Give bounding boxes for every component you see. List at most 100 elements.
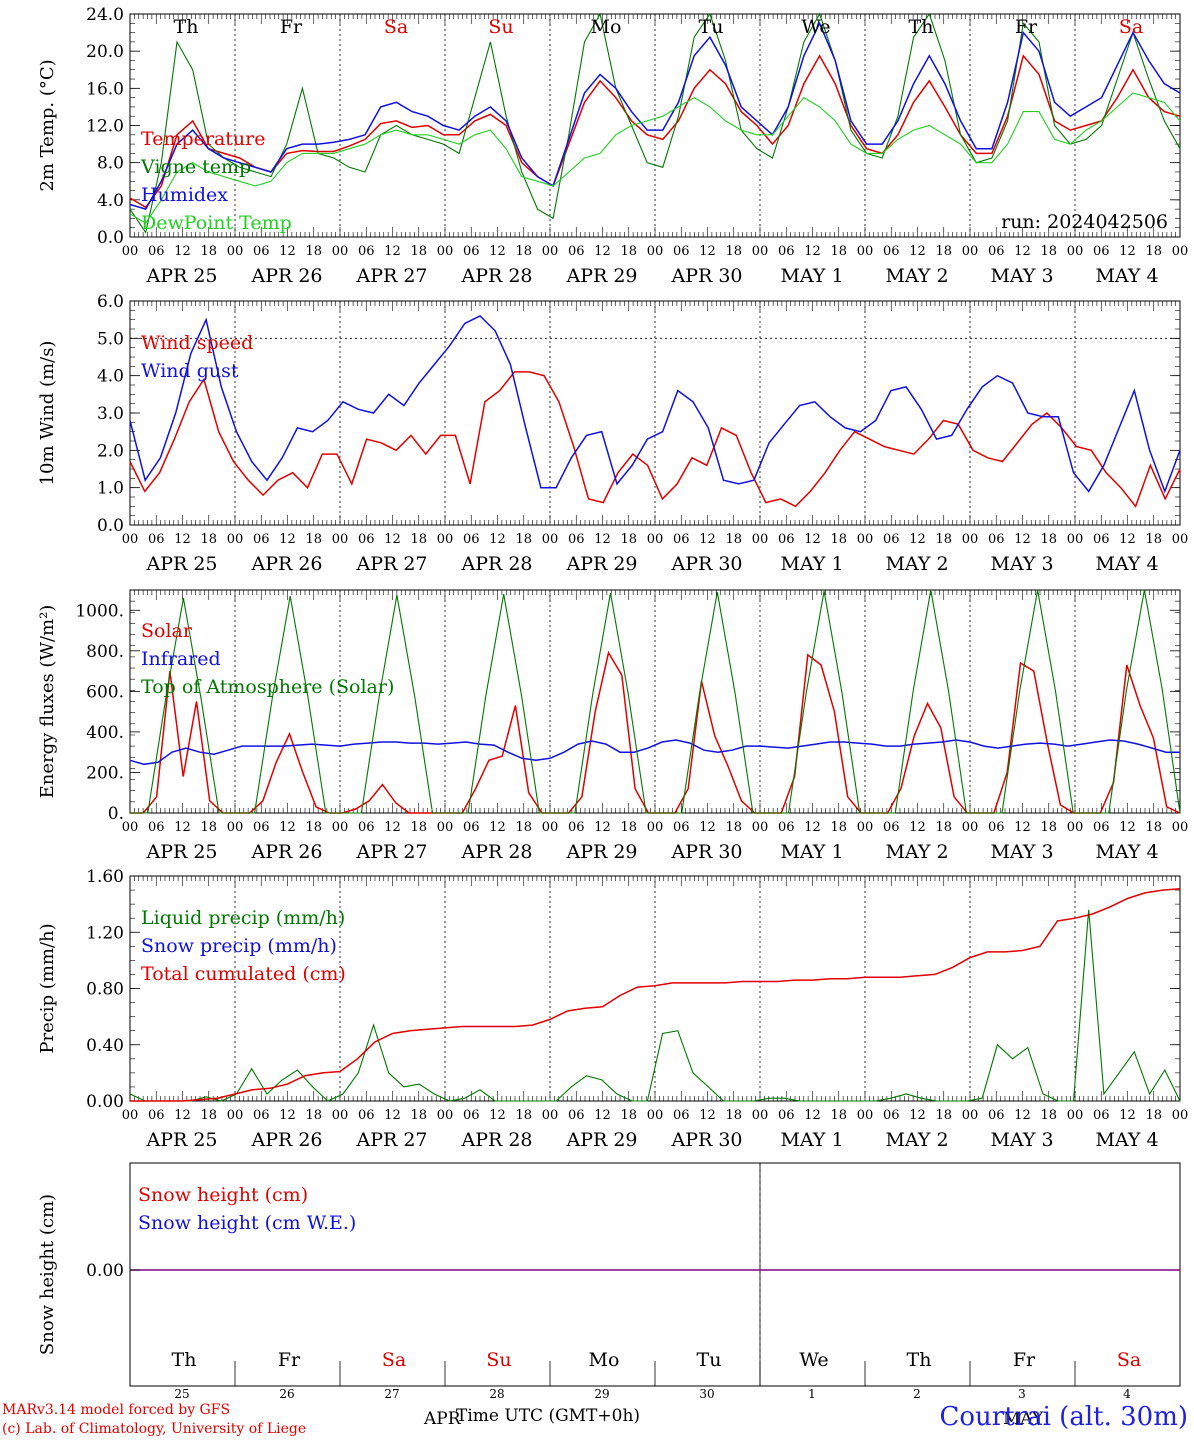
- date-label: APR 30: [670, 265, 742, 287]
- hour-tick-label: 00: [1172, 820, 1189, 835]
- weekday-label: Fr: [280, 16, 303, 38]
- hour-tick-label: 18: [305, 820, 322, 835]
- hour-tick-label: 12: [594, 244, 611, 259]
- date-label: MAY 2: [885, 265, 948, 287]
- legend-entry: Snow height (cm W.E.): [138, 1212, 356, 1234]
- hour-tick-label: 18: [200, 532, 217, 547]
- day-number-label: 29: [594, 1387, 609, 1401]
- hour-tick-label: 06: [988, 1108, 1005, 1123]
- hour-tick-label: 00: [1067, 532, 1084, 547]
- hour-tick-label: 06: [673, 244, 690, 259]
- hour-tick-label: 00: [437, 1108, 454, 1123]
- hour-tick-label: 12: [489, 244, 506, 259]
- hour-tick-label: 06: [148, 244, 165, 259]
- date-label: APR 25: [145, 1129, 217, 1151]
- hour-tick-label: 12: [279, 244, 296, 259]
- date-label: APR 28: [460, 1129, 532, 1151]
- weekday-label: We: [801, 16, 830, 38]
- hour-tick-label: 12: [279, 820, 296, 835]
- y-tick-label: 0.0: [97, 228, 124, 248]
- series-line-dewpoint-temp: [129, 92, 1181, 224]
- hour-tick-label: 00: [962, 244, 979, 259]
- weekday-label: We: [799, 1349, 828, 1371]
- hour-tick-label: 06: [568, 820, 585, 835]
- date-label: APR 29: [565, 553, 637, 575]
- hour-tick-label: 18: [410, 820, 427, 835]
- date-label: APR 26: [250, 1129, 322, 1151]
- hour-tick-label: 06: [463, 244, 480, 259]
- y-tick-label: 400.: [86, 723, 124, 743]
- hour-tick-label: 12: [1014, 244, 1031, 259]
- hour-tick-label: 06: [148, 820, 165, 835]
- hour-tick-label: 00: [122, 820, 139, 835]
- lab-credit: (c) Lab. of Climatology, University of L…: [2, 1421, 307, 1437]
- hour-tick-label: 12: [1014, 532, 1031, 547]
- hour-tick-label: 18: [1145, 820, 1162, 835]
- date-label: APR 25: [145, 265, 217, 287]
- hour-tick-label: 00: [437, 532, 454, 547]
- hour-tick-label: 06: [568, 532, 585, 547]
- date-label: MAY 4: [1095, 841, 1158, 863]
- hour-tick-label: 12: [1119, 532, 1136, 547]
- hour-tick-label: 00: [227, 532, 244, 547]
- hour-tick-label: 12: [699, 532, 716, 547]
- date-label: MAY 3: [990, 1129, 1053, 1151]
- hour-tick-label: 18: [620, 532, 637, 547]
- hour-tick-label: 06: [778, 820, 795, 835]
- weekday-label: Mo: [591, 16, 622, 38]
- hour-tick-label: 12: [909, 1108, 926, 1123]
- hour-tick-label: 18: [1145, 1108, 1162, 1123]
- hour-tick-label: 12: [174, 532, 191, 547]
- hour-tick-label: 00: [332, 244, 349, 259]
- hour-tick-label: 06: [148, 532, 165, 547]
- date-label: APR 27: [355, 841, 427, 863]
- hour-tick-label: 06: [253, 1108, 270, 1123]
- hour-tick-label: 18: [200, 1108, 217, 1123]
- date-label: APR 25: [145, 841, 217, 863]
- hour-tick-label: 12: [1014, 820, 1031, 835]
- date-label: MAY 2: [885, 841, 948, 863]
- date-label: MAY 4: [1095, 265, 1158, 287]
- hour-tick-label: 00: [647, 1108, 664, 1123]
- hour-tick-label: 12: [384, 1108, 401, 1123]
- hour-tick-label: 00: [332, 532, 349, 547]
- date-label: APR 30: [670, 553, 742, 575]
- legend-entry: Temperature: [141, 128, 265, 150]
- hour-tick-label: 00: [752, 820, 769, 835]
- hour-tick-label: 18: [725, 820, 742, 835]
- hour-tick-label: 06: [1093, 532, 1110, 547]
- hour-tick-label: 18: [305, 532, 322, 547]
- hour-tick-label: 00: [542, 1108, 559, 1123]
- hour-tick-label: 12: [384, 244, 401, 259]
- y-tick-label: 20.0: [86, 42, 124, 62]
- date-label: MAY 4: [1095, 1129, 1158, 1151]
- hour-tick-label: 00: [1067, 820, 1084, 835]
- y-axis-label: Snow height (cm): [37, 1194, 58, 1355]
- y-tick-label: 1.20: [86, 923, 124, 943]
- hour-tick-label: 00: [647, 244, 664, 259]
- date-label: APR 25: [145, 553, 217, 575]
- series-line-total-cumulated-cm: [130, 887, 1181, 1102]
- weekday-label: Su: [486, 1349, 511, 1371]
- weekday-label: Fr: [278, 1349, 301, 1371]
- hour-tick-label: 18: [830, 1108, 847, 1123]
- hour-tick-label: 06: [883, 820, 900, 835]
- hour-tick-label: 06: [1093, 244, 1110, 259]
- weekday-label: Mo: [589, 1349, 620, 1371]
- hour-tick-label: 18: [620, 1108, 637, 1123]
- hour-tick-label: 00: [1067, 244, 1084, 259]
- legend-entry: Top of Atmosphere (Solar): [141, 676, 394, 698]
- y-tick-label: 1.0: [97, 479, 124, 499]
- y-tick-label: 200.: [86, 763, 124, 783]
- day-number-label: 28: [489, 1387, 504, 1401]
- date-label: APR 29: [565, 841, 637, 863]
- series-line-vigne-temp: [129, 12, 1181, 234]
- hour-tick-label: 12: [1119, 820, 1136, 835]
- y-tick-label: 800.: [86, 642, 124, 662]
- hour-tick-label: 18: [935, 1108, 952, 1123]
- hour-tick-label: 00: [857, 820, 874, 835]
- weekday-label: Tu: [697, 1349, 722, 1371]
- hour-tick-label: 06: [673, 1108, 690, 1123]
- hour-tick-label: 06: [1093, 1108, 1110, 1123]
- hour-tick-label: 06: [463, 1108, 480, 1123]
